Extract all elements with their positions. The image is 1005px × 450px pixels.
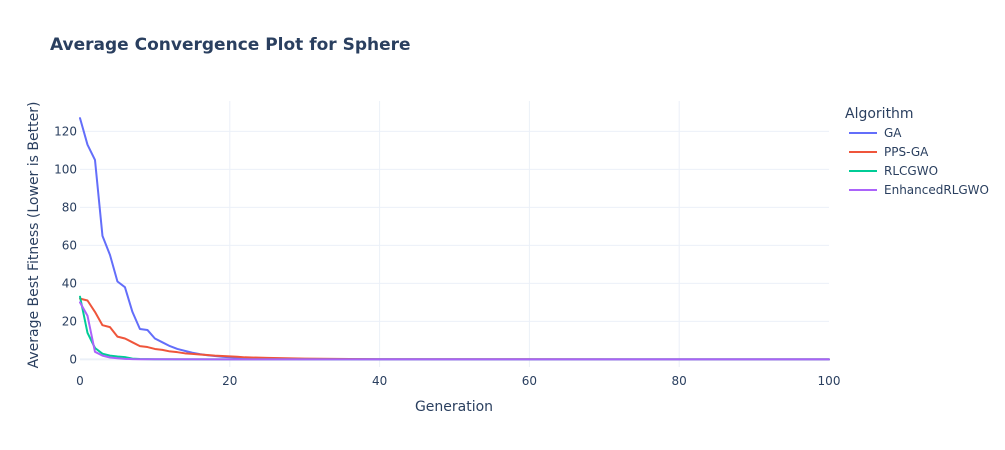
legend-label: RLCGWO xyxy=(884,164,938,178)
series-layer xyxy=(79,117,830,361)
y-tick-label: 100 xyxy=(54,162,77,176)
legend-label: EnhancedRLGWO xyxy=(884,183,989,197)
series-line-ga xyxy=(79,117,830,361)
y-tick-label: 80 xyxy=(62,200,77,214)
legend-item-ga[interactable]: GA xyxy=(849,126,902,140)
y-tick-label: 40 xyxy=(62,276,77,290)
x-tick-label: 40 xyxy=(372,374,387,388)
series-line-enhancedrlgwo xyxy=(79,301,830,361)
x-tick-label: 60 xyxy=(522,374,537,388)
legend: Algorithm GA PPS-GA RLCGWO EnhancedRLGWO xyxy=(845,106,989,197)
x-tick-label: 20 xyxy=(222,374,237,388)
y-axis-title: Average Best Fitness (Lower is Better) xyxy=(26,102,42,369)
series-line-pps-ga xyxy=(79,297,830,361)
y-axis-ticks: 0 20 40 60 80 100 120 xyxy=(54,124,77,366)
y-tick-label: 0 xyxy=(69,352,77,366)
x-axis-ticks: 0 20 40 60 80 100 xyxy=(76,374,840,388)
grid-layer xyxy=(80,101,829,367)
legend-label: PPS-GA xyxy=(884,145,929,159)
legend-label: GA xyxy=(884,126,902,140)
legend-item-enhancedrlgwo[interactable]: EnhancedRLGWO xyxy=(849,183,989,197)
y-tick-label: 20 xyxy=(62,314,77,328)
chart-title: Average Convergence Plot for Sphere xyxy=(50,35,411,55)
legend-item-pps-ga[interactable]: PPS-GA xyxy=(849,145,929,159)
x-tick-label: 80 xyxy=(672,374,687,388)
legend-items: GA PPS-GA RLCGWO EnhancedRLGWO xyxy=(849,126,989,197)
legend-title: Algorithm xyxy=(845,106,914,122)
y-tick-label: 120 xyxy=(54,124,77,138)
y-tick-label: 60 xyxy=(62,238,77,252)
x-tick-label: 100 xyxy=(818,374,841,388)
x-axis-title: Generation xyxy=(415,399,493,415)
x-tick-label: 0 xyxy=(76,374,84,388)
series-line-rlcgwo xyxy=(79,295,830,361)
legend-item-rlcgwo[interactable]: RLCGWO xyxy=(849,164,938,178)
